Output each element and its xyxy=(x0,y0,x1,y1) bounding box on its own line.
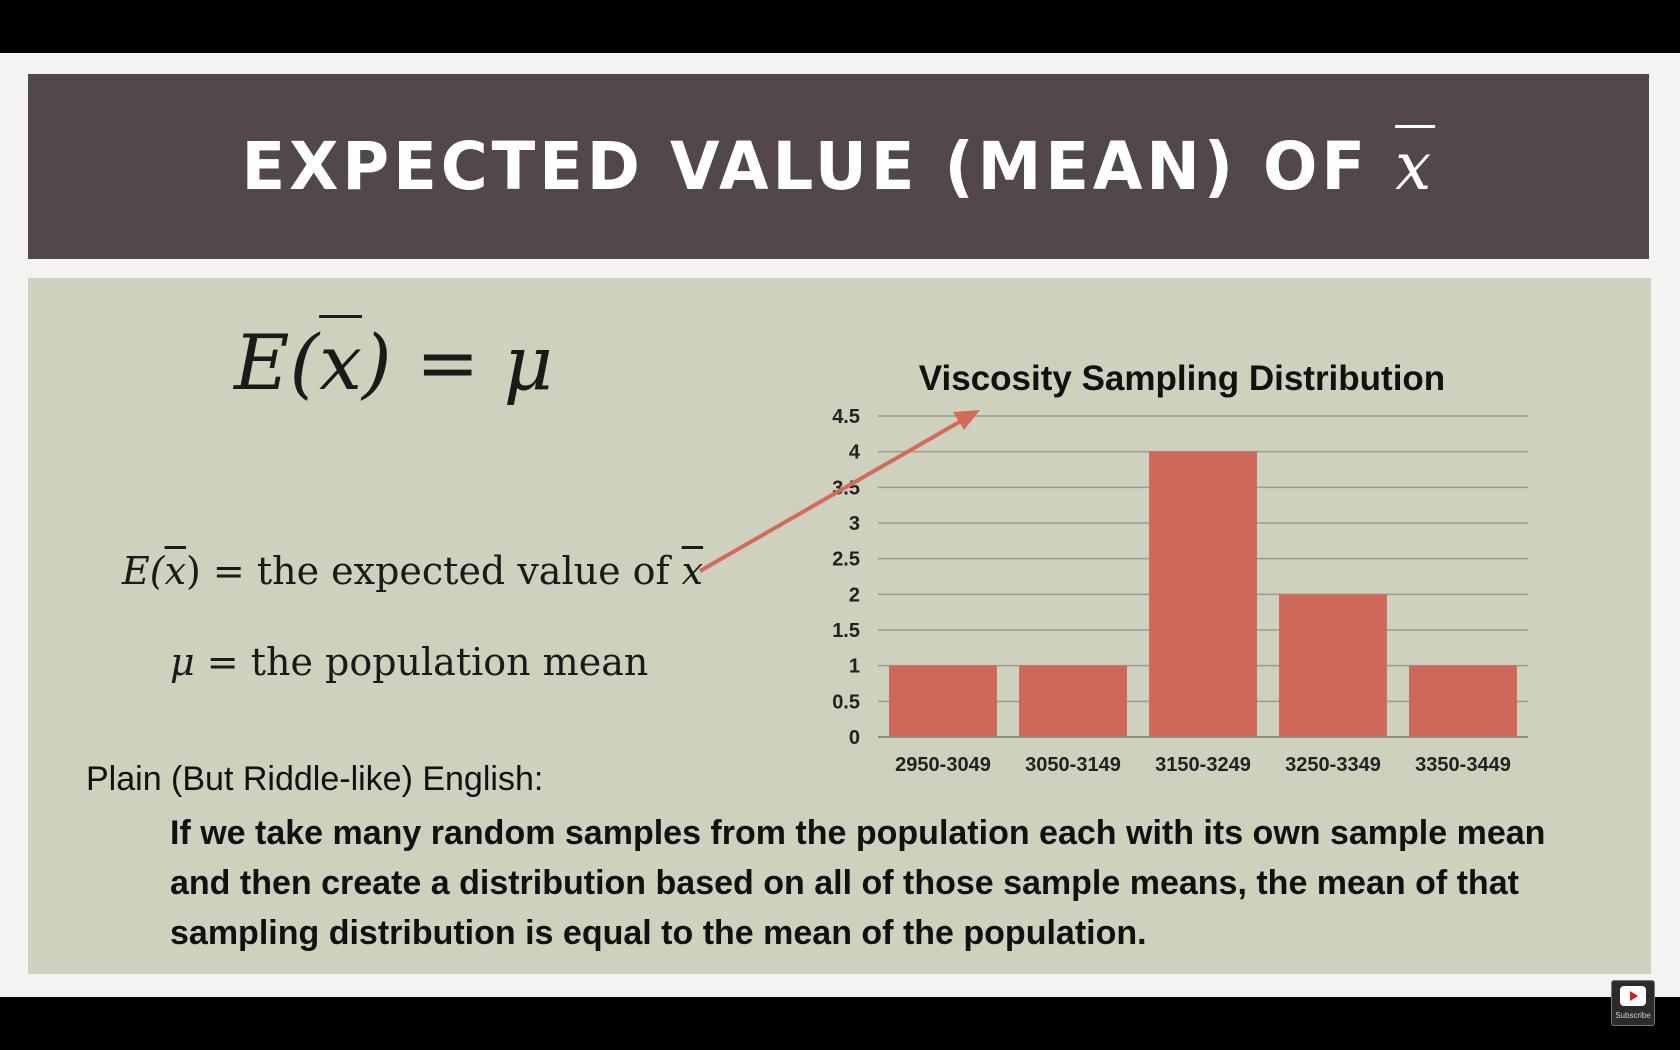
slide-title: EXPECTED VALUE (MEAN) OF x xyxy=(242,128,1436,205)
definition-expected-value: E(x) = the expected value of x xyxy=(122,549,703,593)
y-tick-label: 2 xyxy=(849,584,860,606)
video-frame: EXPECTED VALUE (MEAN) OF x E(x) = μ E(x)… xyxy=(0,53,1680,997)
slide-title-bar: EXPECTED VALUE (MEAN) OF x xyxy=(28,74,1649,259)
chart-bars xyxy=(889,451,1517,737)
def-xbar: x xyxy=(164,549,187,593)
y-tick-label: 4.5 xyxy=(832,406,860,428)
bar-3050-3149 xyxy=(1019,665,1127,737)
x-tick-label: 2950-3049 xyxy=(895,754,991,776)
y-tick-label: 0.5 xyxy=(832,691,860,713)
y-tick-label: 2.5 xyxy=(832,549,860,571)
x-tick-label: 3350-3449 xyxy=(1415,754,1511,776)
def-tail-xbar: x xyxy=(681,549,704,593)
chart-title: Viscosity Sampling Distribution xyxy=(919,359,1445,398)
x-tick-label: 3150-3249 xyxy=(1155,754,1251,776)
y-tick-label: 1.5 xyxy=(832,620,860,642)
viscosity-bar-chart: Viscosity Sampling Distribution 0 0.5 1 1.5… xyxy=(832,359,1528,776)
definition-population-mean: μ = the population mean xyxy=(170,640,648,684)
y-tick-label: 4 xyxy=(849,442,861,464)
subscribe-button[interactable]: Subscribe xyxy=(1611,980,1655,1026)
formula-xbar: x xyxy=(319,318,363,407)
bar-2950-3049 xyxy=(889,665,997,737)
bar-3350-3449 xyxy=(1409,665,1517,737)
plain-english-heading: Plain (But Riddle-like) English: xyxy=(86,760,544,798)
bar-3250-3349 xyxy=(1279,594,1387,737)
chart-x-tick-labels: 2950-3049 3050-3149 3150-3249 3250-3349 3350… xyxy=(895,754,1511,776)
x-tick-label: 3050-3149 xyxy=(1025,754,1121,776)
def-mu-text: = the population mean xyxy=(194,640,649,684)
bar-3150-3249 xyxy=(1149,451,1257,737)
subscribe-label: Subscribe xyxy=(1615,1011,1651,1020)
slide-title-xbar: x xyxy=(1395,128,1436,205)
slide-content: E(x) = μ E(x) = the expected value of x … xyxy=(28,278,1651,974)
def-e: E( xyxy=(122,549,165,593)
formula-mu: μ xyxy=(503,318,554,407)
expected-value-formula: E(x) = μ xyxy=(234,318,553,407)
formula-e: E( xyxy=(234,318,320,407)
slide-title-text: EXPECTED VALUE (MEAN) OF xyxy=(241,128,1396,205)
y-tick-label: 0 xyxy=(849,727,860,749)
y-tick-label: 3.5 xyxy=(832,477,860,499)
x-tick-label: 3250-3349 xyxy=(1285,754,1381,776)
y-tick-label: 1 xyxy=(849,656,860,678)
def-expected-text: = the expected value of xyxy=(200,549,682,593)
formula-equals: ) = xyxy=(362,318,504,407)
y-tick-label: 3 xyxy=(849,513,860,535)
chart-y-tick-labels: 0 0.5 1 1.5 2 2.5 3 3.5 4 4.5 xyxy=(832,406,861,749)
def-mu-symbol: μ xyxy=(170,640,195,684)
youtube-play-icon xyxy=(1620,986,1646,1006)
plain-english-body: If we take many random samples from the … xyxy=(170,814,1546,952)
def-close: ) xyxy=(186,549,201,593)
